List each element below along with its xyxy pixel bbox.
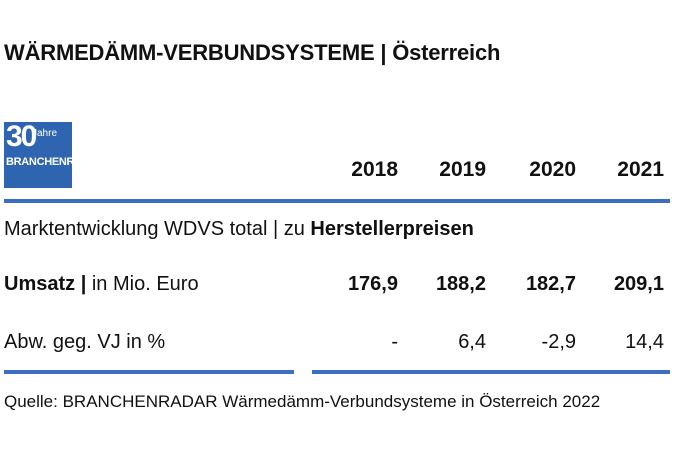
logo-number: 30 <box>6 120 37 153</box>
row-label-umsatz-bold: Umsatz | <box>4 273 87 295</box>
section-prefix: Marktentwicklung WDVS total | zu <box>4 218 311 240</box>
column-header-2018: 2018 <box>351 158 398 181</box>
column-header-2019: 2019 <box>439 158 486 181</box>
row-label-umsatz-unit: in Mio. Euro <box>86 273 199 295</box>
cell-abweichung-2021: 14,4 <box>625 331 664 353</box>
section-heading: Marktentwicklung WDVS total | zu Herstel… <box>4 218 474 241</box>
cell-abweichung-2020: -2,9 <box>541 331 576 353</box>
logo-brand-text: BRANCHENRADAR <box>6 156 105 168</box>
cell-abweichung-2018: - <box>391 331 398 353</box>
column-header-2020: 2020 <box>529 158 576 181</box>
source-note: Quelle: BRANCHENRADAR Wärmedämm-Verbunds… <box>4 392 601 411</box>
column-header-2021: 2021 <box>617 158 664 181</box>
logo-jahre: Jahre <box>32 128 58 139</box>
section-emphasis: Herstellerpreisen <box>310 218 474 240</box>
row-label-umsatz: Umsatz | in Mio. Euro <box>4 273 199 296</box>
header-rule <box>4 199 670 203</box>
branchenradar-logo: 30 Jahre BRANCHENRADAR <box>4 120 105 188</box>
cell-umsatz-2020: 182,7 <box>525 273 576 295</box>
logo-brand: BRANCHENRADAR <box>6 156 105 168</box>
cell-umsatz-2019: 188,2 <box>435 273 486 295</box>
footer-rule-left <box>4 370 294 374</box>
row-label-abweichung: Abw. geg. VJ in % <box>4 331 166 353</box>
cell-umsatz-2021: 209,1 <box>613 273 664 295</box>
cell-abweichung-2019: 6,4 <box>458 331 486 353</box>
chart-title: WÄRMEDÄMM-VERBUNDSYSTEME | Österreich <box>4 40 501 65</box>
footer-rule-right <box>312 370 670 374</box>
cell-umsatz-2018: 176,9 <box>347 273 398 295</box>
